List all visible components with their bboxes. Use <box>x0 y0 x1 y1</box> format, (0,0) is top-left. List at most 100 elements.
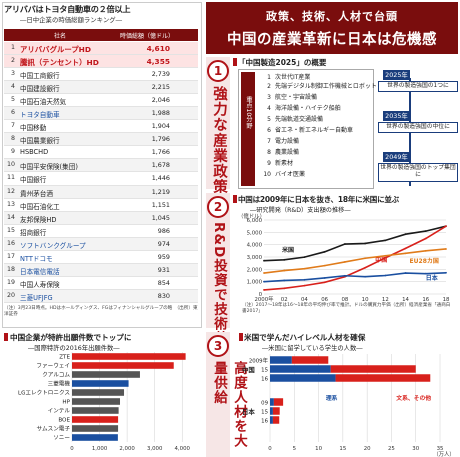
abroad-bar-segment <box>270 374 336 382</box>
patent-category-label: HP <box>62 400 70 406</box>
ranking-title: アリババはトヨタ自動車の２倍以上 <box>4 4 131 14</box>
ranking-market-cap: 1,151 <box>151 200 170 209</box>
abroad-x-tick: 25 <box>388 446 395 452</box>
rd-data-point <box>424 237 427 240</box>
abroad-category-label: 16 <box>261 419 268 425</box>
mic-item-label: 海洋設備・ハイテク船舶 <box>275 105 341 112</box>
headline-line-2: 中国の産業革新に日本は危機感 <box>227 32 437 48</box>
abroad-category-label: 15 <box>261 368 268 374</box>
rd-data-point <box>404 272 407 274</box>
rd-x-tick: 2000年 <box>254 295 274 303</box>
abroad-x-tick: 0 <box>268 446 272 452</box>
ranking-row: 15 招商銀行 986 <box>4 225 198 238</box>
rd-data-point <box>283 269 286 272</box>
ranking-company-name: 中国建設銀行 <box>20 85 60 94</box>
section-2-number: 2 <box>207 196 229 218</box>
abroad-series-label: 理系 <box>326 394 338 402</box>
ranking-company-name: 三菱UFJFG <box>20 293 53 302</box>
rd-data-point <box>424 249 427 252</box>
rd-data-point <box>424 230 427 232</box>
rd-data-point <box>384 274 387 277</box>
patent-bar <box>72 353 186 360</box>
mic-item-label: 農業設備 <box>275 149 300 156</box>
mic-item-number: 10 <box>263 171 271 178</box>
abroad-bar-segment <box>270 407 273 415</box>
abroad-bar-segment <box>335 374 431 382</box>
section-3-number: 3 <box>207 335 229 357</box>
ranking-row: 3 中国工商銀行 2,739 <box>4 68 198 82</box>
ranking-rank: 6 <box>10 109 15 117</box>
patent-category-label: BOE <box>58 418 70 424</box>
abroad-bar-segment <box>272 416 280 424</box>
patent-category-label: サムスン電子 <box>37 426 71 433</box>
rd-series-label: 中国 <box>375 256 387 264</box>
patent-subtitle: ―国際特許の2016年出願件数― <box>28 345 120 352</box>
rd-data-point <box>283 258 286 261</box>
timeline-year-2025: 2025年 <box>383 70 410 80</box>
ranking-row: 4 中国建設銀行 2,215 <box>4 81 198 95</box>
ranking-row: 2 騰訊（テンセント）HD 4,355 <box>4 55 198 69</box>
rd-y-tick: 1,000 <box>247 280 263 286</box>
rd-data-point <box>303 267 306 270</box>
rd-y-tick: 0 <box>259 292 263 298</box>
mic-item-number: 2 <box>267 83 271 90</box>
rd-x-tick: 10 <box>362 297 369 303</box>
rd-subtitle: ―研究開発（R&D）支出額の推移― <box>250 207 351 214</box>
ranking-company-name: トヨタ自動車 <box>20 111 60 120</box>
ranking-company-name: 招商銀行 <box>20 228 47 237</box>
section-1-number: 1 <box>207 60 229 82</box>
patent-x-tick: 4,000 <box>175 446 191 452</box>
ranking-market-cap: 1,446 <box>151 174 170 183</box>
ranking-row: 19 中国人寿保険 854 <box>4 277 198 290</box>
ranking-company-name: 友邦保険HD <box>20 215 57 224</box>
ranking-row: 10 中国平安保険(集団) 1,678 <box>4 159 198 173</box>
ranking-company-name: ソフトバンクグループ <box>20 241 86 250</box>
abroad-title: 米国で学んだハイレベル人材を確保 <box>244 333 366 342</box>
patent-category-label: インテル <box>48 408 71 415</box>
abroad-bar-segment <box>270 365 331 373</box>
rd-y-tick: 3,000 <box>247 255 263 261</box>
ranking-company-name: 中国平安保険(集団) <box>20 163 78 172</box>
patent-x-tick: 0 <box>70 446 74 452</box>
rd-data-point <box>323 281 326 284</box>
rd-data-point <box>364 266 367 269</box>
mic-item-number: 9 <box>267 160 271 167</box>
rd-y-tick: 2,000 <box>247 267 263 273</box>
rd-data-point <box>404 233 407 236</box>
patent-category-label: ZTE <box>59 355 70 361</box>
ranking-company-name: 中国人寿保険 <box>20 280 60 289</box>
ranking-market-cap: 2,739 <box>151 70 170 79</box>
rd-data-point <box>303 284 306 287</box>
ranking-rank: 3 <box>10 70 15 78</box>
abroad-x-axis-label: （万人） <box>433 451 455 457</box>
rd-data-point <box>424 272 427 275</box>
ranking-market-cap: 1,766 <box>151 148 170 157</box>
patent-bar <box>72 389 125 396</box>
rd-x-tick: 08 <box>341 297 348 303</box>
timeline-year-2035: 2035年 <box>383 111 410 121</box>
section-2-label: R&D投資で技術革新 <box>211 222 227 360</box>
mic-box <box>238 69 374 189</box>
patent-category-label: 三菱電機 <box>48 380 71 388</box>
rd-series-label: 日本 <box>426 274 439 282</box>
ranking-rank: 16 <box>6 239 15 247</box>
mic-item-number: 3 <box>267 94 271 101</box>
rd-data-point <box>343 261 346 263</box>
mic-item: 8 農業設備 <box>262 147 299 156</box>
rd-data-point <box>445 271 447 274</box>
abroad-bar-segment <box>270 416 273 424</box>
rd-x-tick: 06 <box>321 297 328 303</box>
ranking-company-name: 騰訊（テンセント）HD <box>20 58 99 68</box>
section-3-label: 高度人材を大量供給 <box>211 361 247 448</box>
ranking-market-cap: 2,215 <box>151 83 170 92</box>
ranking-row: 6 トヨタ自動車 1,988 <box>4 107 198 121</box>
ranking-row: 9 HSBCHD 1,766 <box>4 146 198 160</box>
ranking-rank: 14 <box>6 213 15 221</box>
mic-side-label-box: 重点10分野 <box>241 72 255 186</box>
abroad-bar-segment <box>291 356 329 364</box>
mic-item-number: 4 <box>267 105 271 112</box>
mic-item-label: 新素材 <box>275 160 294 167</box>
ranking-table-header: 社名 時価総額（億ドル） <box>4 29 198 41</box>
rd-data-point <box>323 264 326 267</box>
